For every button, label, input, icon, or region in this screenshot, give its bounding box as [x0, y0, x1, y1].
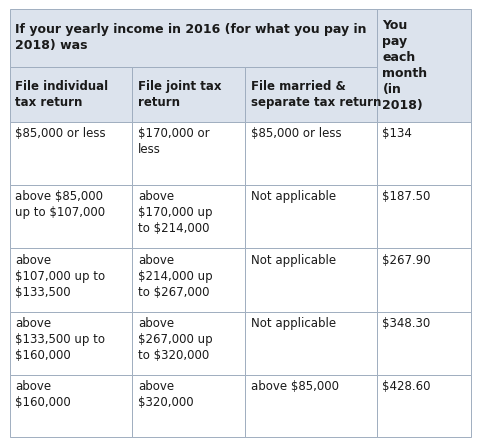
- Text: You
pay
each
month
(in
2018): You pay each month (in 2018): [382, 19, 427, 112]
- Bar: [376, 185, 470, 248]
- Text: $134: $134: [382, 127, 411, 140]
- Bar: [376, 312, 470, 375]
- Bar: [245, 248, 376, 312]
- Bar: [132, 312, 245, 375]
- Text: above
$160,000: above $160,000: [15, 380, 71, 409]
- Text: $348.30: $348.30: [382, 317, 430, 330]
- Text: above
$107,000 up to
$133,500: above $107,000 up to $133,500: [15, 254, 105, 299]
- Bar: [245, 185, 376, 248]
- Text: Not applicable: Not applicable: [251, 190, 336, 203]
- Bar: [132, 375, 245, 437]
- Bar: [10, 9, 376, 67]
- Text: $267.90: $267.90: [382, 254, 430, 267]
- Bar: [245, 312, 376, 375]
- Text: File individual
tax return: File individual tax return: [15, 80, 108, 109]
- Bar: [10, 121, 132, 185]
- Text: File married &
separate tax return: File married & separate tax return: [251, 80, 381, 109]
- Bar: [245, 67, 376, 121]
- Text: $187.50: $187.50: [382, 190, 430, 203]
- Text: If your yearly income in 2016 (for what you pay in
2018) was: If your yearly income in 2016 (for what …: [15, 23, 366, 52]
- Bar: [10, 312, 132, 375]
- Text: File joint tax
return: File joint tax return: [137, 80, 221, 109]
- Bar: [132, 67, 245, 121]
- Text: above
$320,000: above $320,000: [137, 380, 193, 409]
- Bar: [376, 121, 470, 185]
- Bar: [10, 375, 132, 437]
- Text: Not applicable: Not applicable: [251, 254, 336, 267]
- Text: above
$267,000 up
to $320,000: above $267,000 up to $320,000: [137, 317, 212, 362]
- Text: above $85,000: above $85,000: [251, 380, 338, 393]
- Bar: [10, 185, 132, 248]
- Text: above
$214,000 up
to $267,000: above $214,000 up to $267,000: [137, 254, 212, 299]
- Text: above $85,000
up to $107,000: above $85,000 up to $107,000: [15, 190, 105, 219]
- Bar: [132, 185, 245, 248]
- Text: $85,000 or less: $85,000 or less: [15, 127, 106, 140]
- Text: above
$133,500 up to
$160,000: above $133,500 up to $160,000: [15, 317, 105, 362]
- Bar: [245, 375, 376, 437]
- Bar: [132, 121, 245, 185]
- Bar: [376, 9, 470, 121]
- Text: $85,000 or less: $85,000 or less: [251, 127, 341, 140]
- Bar: [132, 248, 245, 312]
- Bar: [10, 67, 132, 121]
- Text: above
$170,000 up
to $214,000: above $170,000 up to $214,000: [137, 190, 212, 235]
- Bar: [376, 248, 470, 312]
- Bar: [10, 248, 132, 312]
- Text: Not applicable: Not applicable: [251, 317, 336, 330]
- Text: $428.60: $428.60: [382, 380, 430, 393]
- Text: $170,000 or
less: $170,000 or less: [137, 127, 209, 156]
- Bar: [245, 121, 376, 185]
- Bar: [376, 375, 470, 437]
